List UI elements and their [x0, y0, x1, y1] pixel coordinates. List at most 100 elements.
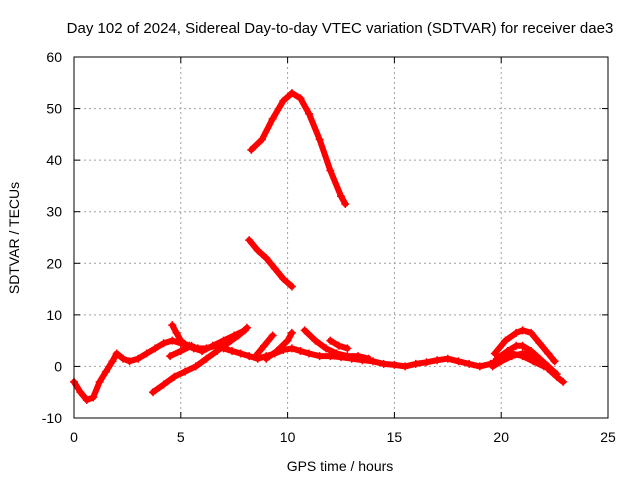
data-point — [518, 341, 527, 350]
data-point — [268, 114, 277, 123]
data-point — [172, 328, 181, 337]
series-band — [150, 324, 250, 396]
x-tick-label: 15 — [387, 429, 403, 445]
data-point — [176, 346, 185, 355]
data-point — [168, 321, 177, 330]
data-point — [518, 326, 527, 335]
data-point — [142, 349, 151, 358]
data-point — [279, 274, 288, 283]
data-point — [315, 352, 324, 361]
data-point — [503, 346, 512, 355]
data-point — [529, 357, 538, 366]
data-point — [507, 352, 516, 361]
data-series-track-short-1 — [251, 331, 277, 361]
data-point — [527, 328, 536, 337]
data-point — [497, 357, 506, 366]
y-tick-label: 10 — [46, 307, 62, 323]
data-point — [159, 339, 168, 348]
tick-layer: 0 5 10 15 20 25 -10 0 10 20 30 40 50 60 — [42, 49, 616, 445]
data-point — [240, 326, 249, 335]
data-point — [159, 380, 168, 389]
data-series-track-hump-1 — [168, 321, 207, 355]
series-band — [71, 337, 547, 403]
data-point — [343, 352, 352, 361]
data-point — [369, 357, 378, 366]
data-point — [262, 254, 271, 263]
data-point — [311, 336, 320, 345]
y-tick-label: 20 — [46, 255, 62, 271]
data-point — [134, 354, 143, 363]
series-band — [167, 327, 248, 360]
data-point — [219, 336, 228, 345]
data-point — [475, 362, 484, 371]
data-point — [488, 362, 497, 371]
chart-title: Day 102 of 2024, Sidereal Day-to-day VTE… — [67, 20, 614, 37]
x-tick-label: 25 — [600, 429, 616, 445]
data-point — [443, 354, 452, 363]
data-point — [322, 344, 331, 353]
data-point — [257, 135, 266, 144]
data-point — [251, 352, 260, 361]
data-point — [112, 349, 121, 358]
data-point — [245, 236, 254, 245]
data-point — [401, 362, 410, 371]
data-point — [343, 344, 352, 353]
y-tick-label: -10 — [42, 410, 62, 426]
series-band — [246, 237, 295, 290]
x-tick-label: 20 — [493, 429, 509, 445]
data-point — [119, 354, 128, 363]
y-tick-label: 60 — [46, 49, 62, 65]
data-series-track-rising-1 — [149, 323, 252, 397]
data-point — [287, 328, 296, 337]
data-point — [166, 352, 175, 361]
data-point — [76, 388, 85, 397]
data-point — [501, 336, 510, 345]
data-point — [287, 282, 296, 291]
series-band — [491, 327, 558, 365]
x-tick-label: 0 — [70, 429, 78, 445]
data-point — [490, 349, 499, 358]
data-point — [454, 357, 463, 366]
data-point — [253, 246, 262, 255]
data-series-track-main — [70, 336, 548, 404]
data-point — [341, 199, 350, 208]
x-axis-label: GPS time / hours — [287, 458, 394, 474]
data-point — [236, 349, 245, 358]
data-point — [527, 349, 536, 358]
data-point — [433, 356, 442, 365]
data-point — [283, 336, 292, 345]
data-point — [213, 346, 222, 355]
series-band — [263, 329, 295, 362]
data-point — [89, 393, 98, 402]
data-point — [208, 341, 217, 350]
grid-layer — [74, 57, 608, 418]
data-series-track-late-1 — [490, 326, 559, 366]
data-point — [326, 166, 335, 175]
data-point — [354, 352, 363, 361]
data-point — [544, 365, 553, 374]
data-series-track-short-3 — [326, 336, 352, 353]
data-point — [364, 354, 373, 363]
data-point — [552, 372, 561, 381]
y-tick-label: 0 — [54, 358, 62, 374]
data-point — [512, 328, 521, 337]
data-point — [272, 346, 281, 355]
data-point — [535, 354, 544, 363]
data-point — [411, 359, 420, 368]
data-point — [189, 344, 198, 353]
data-point — [108, 357, 117, 366]
data-point — [260, 341, 269, 350]
series-band — [248, 90, 349, 207]
data-point — [379, 359, 388, 368]
data-point — [168, 336, 177, 345]
x-tick-label: 5 — [177, 429, 185, 445]
data-series-track-mid-diagonal — [245, 236, 296, 291]
y-axis-label: SDTVAR / TECUs — [6, 182, 22, 294]
data-point — [183, 341, 192, 350]
data-point — [390, 360, 399, 369]
data-point — [465, 359, 474, 368]
data-point — [191, 362, 200, 371]
data-point — [270, 264, 279, 273]
data-layer — [70, 89, 568, 404]
